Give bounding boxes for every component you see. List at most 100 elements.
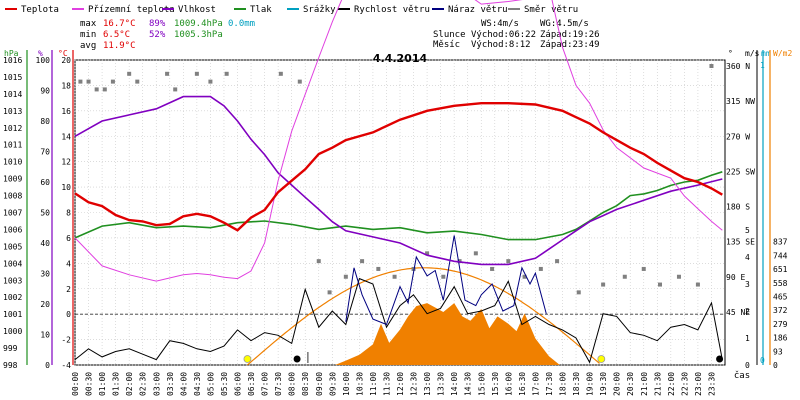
wind-direction-point — [165, 71, 170, 76]
pct-tick-label: 30 — [40, 270, 50, 279]
x-tick-label: 11:30 — [382, 372, 391, 396]
pct-unit: % — [38, 49, 43, 58]
moonrise: Východ:8:12 — [471, 40, 531, 50]
dir-tick-label: 360 N — [726, 62, 750, 71]
moonset-marker — [716, 355, 724, 363]
hpa-unit: hPa — [4, 49, 19, 58]
x-tick-label: 15:30 — [491, 372, 500, 396]
x-tick-label: 02:30 — [139, 372, 148, 396]
x-tick-label: 07:00 — [261, 372, 270, 396]
wm-tick-label: 372 — [773, 306, 788, 315]
avg-temp: 11.9°C — [103, 41, 136, 51]
max-temp: 16.7°C — [103, 19, 136, 29]
hpa-tick-label: 1005 — [3, 242, 22, 251]
x-tick-label: 13:30 — [437, 372, 446, 396]
chart-title: 4.4.2014 — [373, 52, 428, 65]
hpa-tick-label: 1008 — [3, 192, 22, 201]
hpa-tick-label: 1016 — [3, 56, 22, 65]
hpa-tick-label: 1000 — [3, 327, 22, 336]
hpa-tick-label: 1012 — [3, 124, 22, 133]
deg-tick-label: 6 — [66, 234, 71, 243]
mm-unit: mm — [761, 49, 771, 58]
hpa-tick-label: 998 — [3, 361, 18, 370]
pct-tick-label: 20 — [40, 300, 50, 309]
wind-direction-point — [411, 266, 416, 271]
wm-tick-label: 0 — [773, 361, 778, 370]
dir-tick-label: 180 S — [726, 203, 750, 212]
deg-tick-label: 18 — [61, 81, 71, 90]
deg-tick-label: 12 — [61, 158, 71, 167]
legend-label-wind: Rychlost větru — [354, 5, 430, 15]
x-tick-label: 18:30 — [572, 372, 581, 396]
x-tick-label: 22:30 — [680, 372, 689, 396]
x-tick-label: 05:30 — [220, 372, 229, 396]
wm-tick-label: 558 — [773, 279, 788, 288]
wind-direction-point — [555, 259, 560, 264]
ms-tick-label: 5 — [745, 226, 750, 235]
plot-area: 9989991000100110021003100410051006100710… — [3, 0, 792, 396]
x-tick-label: 19:00 — [586, 372, 595, 396]
hpa-tick-label: 1015 — [3, 73, 22, 82]
deg-tick-label: 4 — [66, 259, 71, 268]
x-tick-label: 03:30 — [166, 372, 175, 396]
series-temperature — [74, 102, 723, 232]
stats-box: max 16.7°C 89% 1009.4hPa 0.0mm min 6.5°C… — [80, 19, 255, 51]
x-tick-label: 14:30 — [464, 372, 473, 396]
wind-direction-point — [135, 79, 140, 84]
x-tick-label: 14:00 — [450, 372, 459, 396]
wind-direction-point — [194, 71, 199, 76]
x-tick-label: 06:30 — [247, 372, 256, 396]
max-label: max — [80, 19, 97, 29]
wind-direction-point — [343, 274, 348, 279]
dir-tick-label: 225 SW — [726, 167, 755, 176]
x-tick-label: 09:30 — [328, 372, 337, 396]
pct-tick-label: 50 — [40, 209, 50, 218]
x-tick-label: 01:30 — [112, 372, 121, 396]
x-tick-label: 19:30 — [599, 372, 608, 396]
wind-direction-point — [425, 251, 430, 256]
dir-tick-label: 315 NW — [726, 97, 755, 106]
x-tick-label: 05:00 — [206, 372, 215, 396]
hpa-tick-label: 1011 — [3, 141, 22, 150]
wind-direction-point — [316, 259, 321, 264]
wind-direction-point — [658, 282, 662, 287]
hpa-tick-label: 1001 — [3, 310, 22, 319]
pct-tick-label: 100 — [36, 56, 51, 65]
x-tick-label: 22:00 — [667, 372, 676, 396]
wind-direction-point — [576, 290, 581, 295]
series-wind-direction — [78, 64, 714, 295]
max-rain: 0.0mm — [228, 19, 255, 29]
pct-tick-label: 0 — [45, 361, 50, 370]
deg-tick-label: -4 — [61, 361, 71, 370]
wm-tick-label: 651 — [773, 265, 788, 274]
wind-direction-point — [490, 266, 495, 271]
x-tick-label: 08:00 — [288, 372, 297, 396]
x-tick-label: 21:30 — [653, 372, 662, 396]
avg-label: avg — [80, 41, 96, 51]
x-tick-label: 10:00 — [342, 372, 351, 396]
max-humidity: 89% — [149, 19, 166, 29]
x-tick-label: 01:00 — [98, 372, 107, 396]
max-pressure: 1009.4hPa — [174, 19, 223, 29]
wind-direction-point — [297, 79, 302, 84]
ms-tick-label: 3 — [745, 280, 750, 289]
x-tick-label: 16:30 — [518, 372, 527, 396]
min-temp: 6.5°C — [103, 30, 130, 40]
wind-direction-point — [376, 266, 381, 271]
x-tick-label: 21:00 — [640, 372, 649, 396]
ms-tick-label: 4 — [745, 253, 750, 262]
deg-tick-label: 8 — [66, 209, 71, 218]
wind-direction-point — [327, 290, 332, 295]
hpa-tick-label: 1004 — [3, 259, 22, 268]
series-solar-radiation — [335, 303, 560, 365]
min-humidity: 52% — [149, 30, 166, 40]
chart-legend: Teplota Přízemní teplota Vlhkost Tlak Srážky… — [5, 5, 578, 15]
series-wind-speed — [74, 277, 723, 364]
pct-tick-label: 90 — [40, 87, 50, 96]
wind-direction-point — [522, 274, 527, 279]
hpa-tick-label: 999 — [3, 344, 18, 353]
mm-tick-label: 1 — [760, 61, 765, 70]
x-tick-label: 17:00 — [531, 372, 540, 396]
mm-tick-label: 0 — [760, 356, 765, 365]
